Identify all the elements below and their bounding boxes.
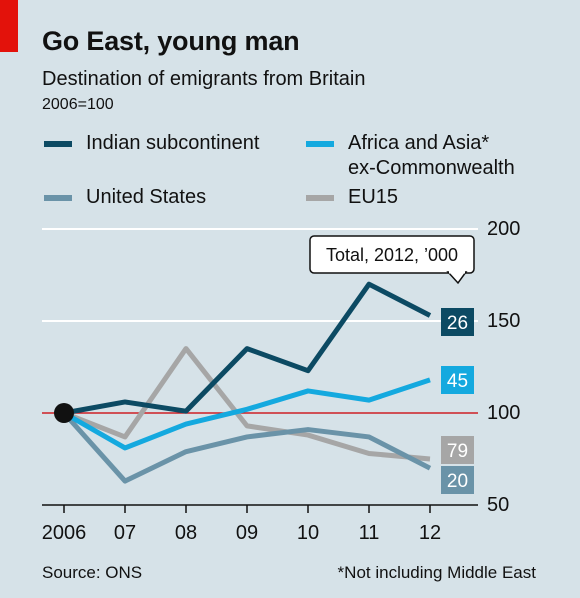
legend-label-africa-asia: Africa and Asia* ex-Commonwealth xyxy=(348,132,515,179)
legend-item-africa-asia: Africa and Asia* ex-Commonwealth xyxy=(306,131,515,181)
x-tick-label-09: 09 xyxy=(236,522,258,544)
callout-label: Total, 2012, ’000 xyxy=(326,245,458,265)
end-value-label-2: 20 xyxy=(447,471,468,492)
chart-subtitle: Destination of emigrants from Britain xyxy=(42,68,366,90)
end-value-box-2 xyxy=(441,466,474,494)
legend-item-united-states: United States xyxy=(44,185,206,210)
end-value-label-0: 26 xyxy=(447,313,468,334)
x-tick-label-12: 12 xyxy=(419,522,441,544)
x-tick-label-08: 08 xyxy=(175,522,197,544)
y-tick-label-50: 50 xyxy=(487,494,509,516)
x-tick-label-2006: 2006 xyxy=(42,522,87,544)
end-value-box-3 xyxy=(441,436,474,464)
end-value-label-1: 45 xyxy=(447,371,468,392)
legend-swatch-eu15 xyxy=(306,195,334,201)
end-value-label-3: 79 xyxy=(447,441,468,462)
legend-swatch-united-states xyxy=(44,195,72,201)
origin-dot xyxy=(54,403,74,423)
end-value-box-1 xyxy=(441,366,474,394)
legend-item-eu15: EU15 xyxy=(306,185,398,210)
legend-label-indian-subcontinent: Indian subcontinent xyxy=(86,132,260,154)
legend-item-indian-subcontinent: Indian subcontinent xyxy=(44,131,259,156)
chart-title: Go East, young man xyxy=(42,26,300,56)
source-note: Source: ONS xyxy=(42,563,143,582)
callout-pointer xyxy=(446,271,468,285)
brand-red-tab xyxy=(0,0,18,52)
callout-box xyxy=(309,235,475,274)
index-note: 2006=100 xyxy=(42,96,114,113)
legend-label-united-states: United States xyxy=(86,186,207,208)
x-tick-label-07: 07 xyxy=(114,522,136,544)
legend-swatch-africa-asia xyxy=(306,141,334,147)
legend-swatch-indian-subcontinent xyxy=(44,141,72,147)
footnote: *Not including Middle East xyxy=(337,563,536,582)
legend-label-eu15: EU15 xyxy=(348,186,399,208)
y-tick-label-150: 150 xyxy=(487,310,520,332)
end-value-box-0 xyxy=(441,308,474,336)
y-tick-label-100: 100 xyxy=(487,402,520,424)
x-tick-label-11: 11 xyxy=(359,522,380,544)
y-tick-label-200: 200 xyxy=(487,218,520,240)
x-tick-label-10: 10 xyxy=(297,522,319,544)
